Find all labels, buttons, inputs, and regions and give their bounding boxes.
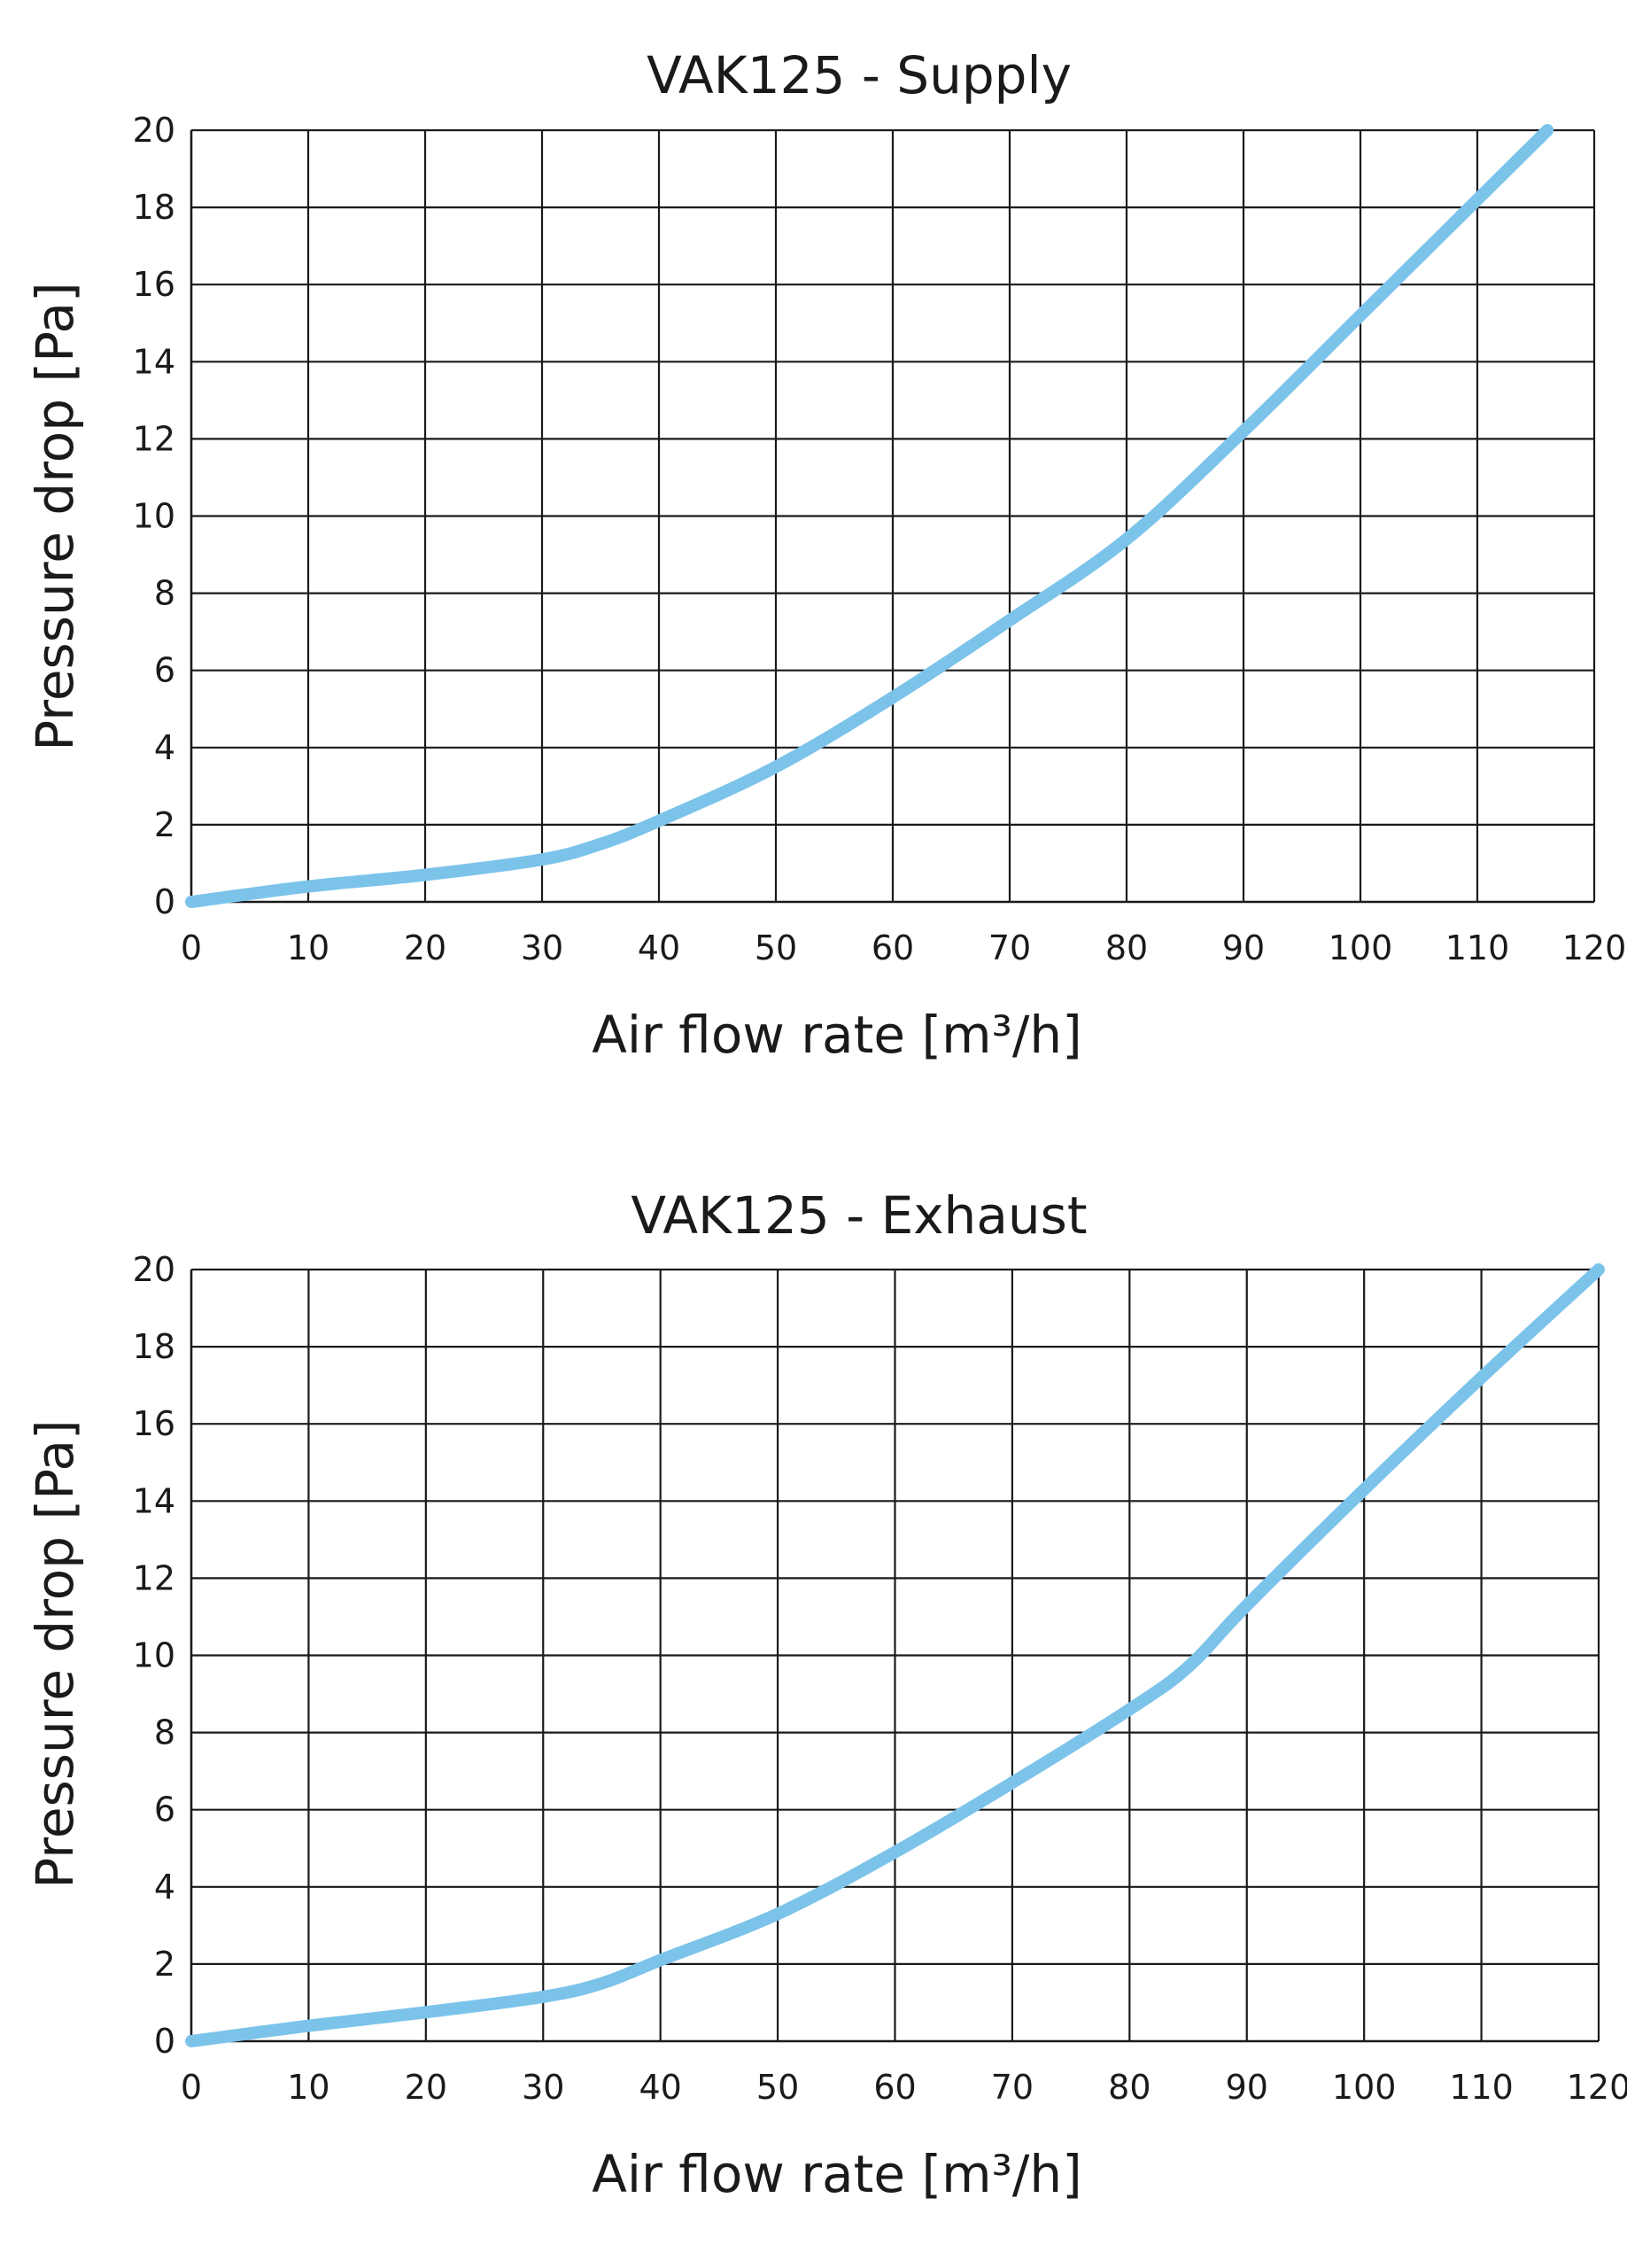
y-tick-label: 12 bbox=[133, 419, 175, 458]
x-tick-label: 100 bbox=[1329, 928, 1393, 967]
y-tick-label: 18 bbox=[133, 188, 175, 227]
x-tick-label: 90 bbox=[1222, 928, 1265, 967]
y-tick-label: 6 bbox=[154, 1790, 175, 1829]
x-tick-label: 120 bbox=[1562, 928, 1627, 967]
x-tick-labels: 0 10 20 30 40 50 60 70 80 90 100 110 120 bbox=[181, 2068, 1627, 2107]
x-tick-label: 60 bbox=[873, 2068, 916, 2107]
x-tick-label: 10 bbox=[287, 928, 329, 967]
series-line bbox=[185, 1263, 1605, 2047]
x-tick-label: 110 bbox=[1445, 928, 1510, 967]
y-tick-label: 18 bbox=[133, 1327, 175, 1366]
x-tick-label: 50 bbox=[756, 2068, 799, 2107]
x-tick-label: 110 bbox=[1449, 2068, 1514, 2107]
y-tick-label: 20 bbox=[133, 1250, 175, 1289]
supply-chart: VAK125 - Supply 0 2 4 6 8 10 12 14 16 18 20 0 10 20 3… bbox=[25, 45, 1626, 1065]
series-group bbox=[185, 124, 1554, 908]
x-tick-label: 70 bbox=[988, 928, 1031, 967]
y-tick-label: 6 bbox=[154, 651, 175, 690]
x-axis-title: Air flow rate [m³/h] bbox=[592, 2144, 1082, 2204]
y-tick-label: 14 bbox=[133, 1481, 175, 1520]
x-tick-label: 60 bbox=[872, 928, 914, 967]
x-tick-label: 30 bbox=[521, 928, 563, 967]
x-tick-label: 90 bbox=[1226, 2068, 1268, 2107]
exhaust-chart: VAK125 - Exhaust 0 2 4 6 8 10 12 14 16 18 20 0 10 20… bbox=[25, 1185, 1627, 2204]
y-tick-label: 2 bbox=[154, 805, 175, 844]
x-tick-label: 50 bbox=[755, 928, 797, 967]
y-tick-label: 20 bbox=[133, 111, 175, 150]
y-tick-label: 2 bbox=[154, 1945, 175, 1984]
x-tick-label: 30 bbox=[522, 2068, 564, 2107]
chart-title: VAK125 - Supply bbox=[647, 45, 1072, 105]
series-group bbox=[185, 1263, 1605, 2047]
y-tick-label: 4 bbox=[154, 728, 175, 767]
y-tick-label: 14 bbox=[133, 342, 175, 381]
y-tick-label: 4 bbox=[154, 1868, 175, 1907]
x-tick-label: 40 bbox=[638, 928, 680, 967]
y-tick-label: 10 bbox=[133, 1636, 175, 1675]
x-tick-label: 20 bbox=[404, 928, 446, 967]
grid bbox=[190, 128, 1596, 904]
x-tick-label: 100 bbox=[1332, 2068, 1397, 2107]
y-tick-labels: 0 2 4 6 8 10 12 14 16 18 20 bbox=[133, 1250, 175, 2061]
x-tick-label: 80 bbox=[1105, 928, 1148, 967]
y-tick-label: 16 bbox=[133, 265, 175, 304]
x-tick-label: 80 bbox=[1108, 2068, 1151, 2107]
x-tick-label: 70 bbox=[991, 2068, 1034, 2107]
x-tick-label: 20 bbox=[405, 2068, 447, 2107]
grid bbox=[190, 1268, 1600, 2043]
y-tick-label: 8 bbox=[154, 1713, 175, 1752]
y-tick-label: 8 bbox=[154, 574, 175, 613]
series-line bbox=[185, 124, 1554, 908]
y-tick-label: 0 bbox=[154, 882, 175, 921]
y-tick-label: 0 bbox=[154, 2022, 175, 2061]
y-tick-label: 16 bbox=[133, 1404, 175, 1443]
x-tick-label: 120 bbox=[1567, 2068, 1627, 2107]
x-tick-label: 10 bbox=[287, 2068, 329, 2107]
x-tick-labels: 0 10 20 30 40 50 60 70 80 90 100 110 120 bbox=[181, 928, 1626, 967]
chart-title: VAK125 - Exhaust bbox=[631, 1185, 1087, 1246]
x-tick-label: 0 bbox=[181, 928, 202, 967]
y-tick-label: 12 bbox=[133, 1558, 175, 1597]
x-tick-label: 40 bbox=[639, 2068, 681, 2107]
y-tick-label: 10 bbox=[133, 497, 175, 536]
y-axis-title: Pressure drop [Pa] bbox=[25, 282, 85, 750]
x-tick-label: 0 bbox=[181, 2068, 202, 2107]
x-axis-title: Air flow rate [m³/h] bbox=[592, 1005, 1082, 1065]
y-tick-labels: 0 2 4 6 8 10 12 14 16 18 20 bbox=[133, 111, 175, 921]
y-axis-title: Pressure drop [Pa] bbox=[25, 1419, 85, 1888]
